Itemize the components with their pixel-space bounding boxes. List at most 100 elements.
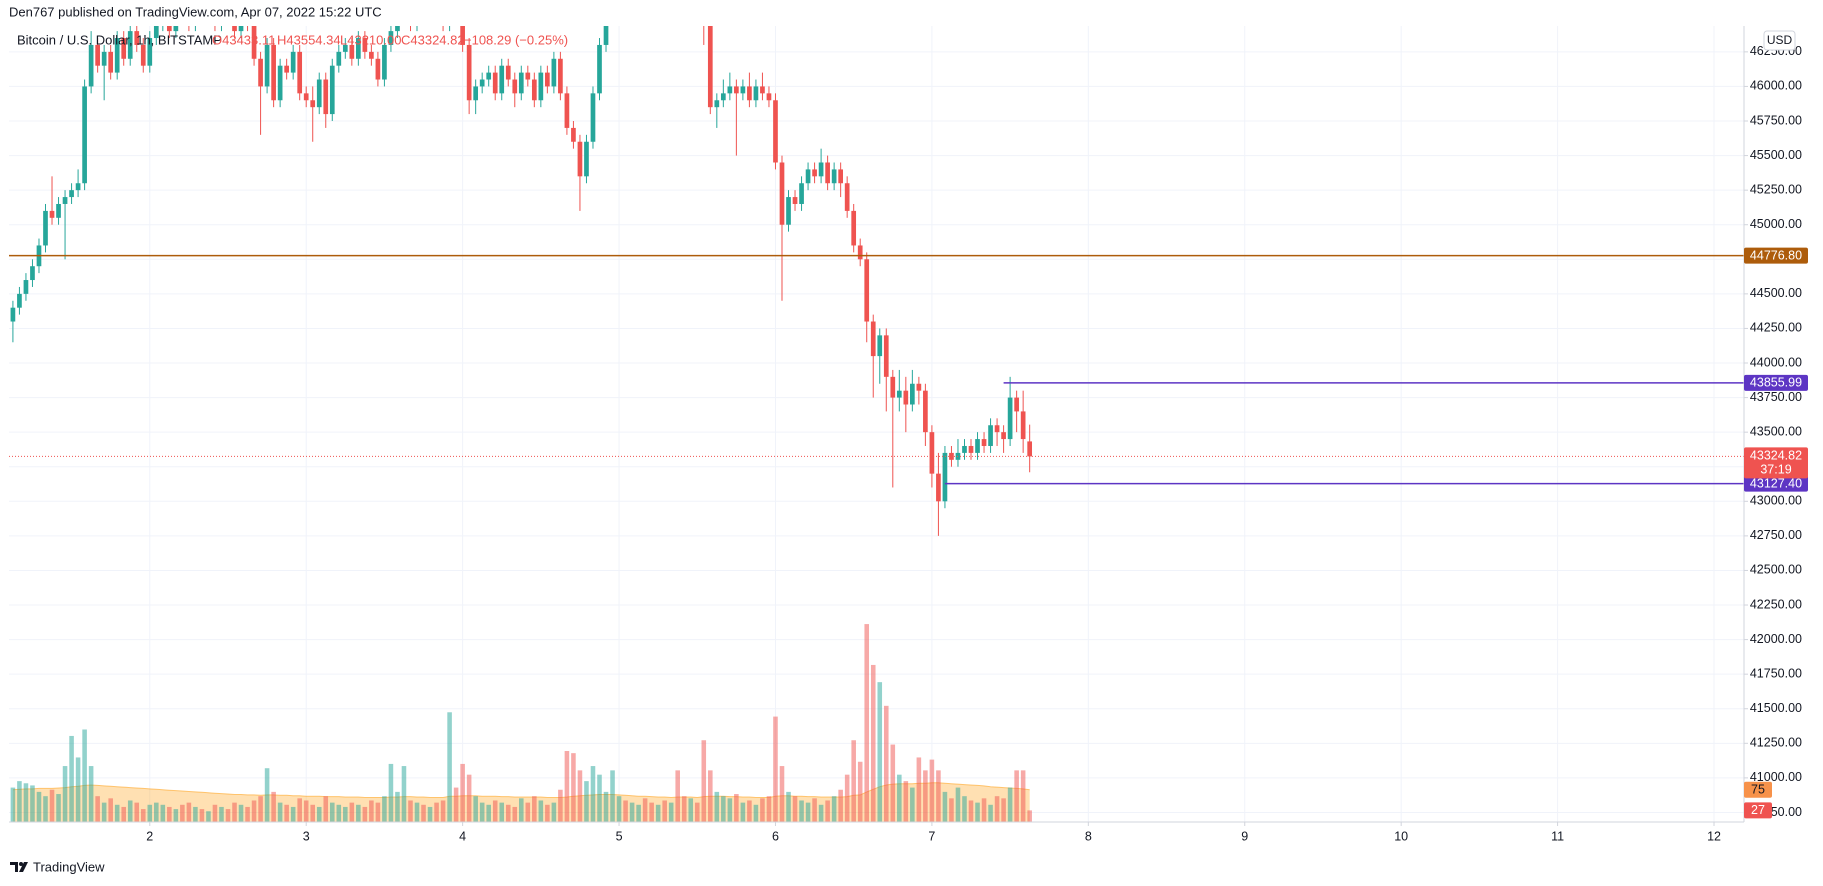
volume-bar bbox=[421, 804, 426, 822]
volume-bar bbox=[936, 770, 941, 822]
candle-body bbox=[825, 162, 830, 184]
volume-bar bbox=[56, 794, 61, 822]
candle-body bbox=[805, 169, 811, 184]
candle-body bbox=[545, 72, 550, 87]
candle-body bbox=[316, 79, 322, 108]
candle-body bbox=[988, 425, 993, 446]
candle-body bbox=[349, 44, 355, 59]
candle-body bbox=[720, 93, 726, 101]
y-tick-label: 41750.00 bbox=[1750, 666, 1802, 680]
countdown: 37:19 bbox=[1760, 463, 1791, 477]
candle-body bbox=[277, 65, 283, 101]
candle-body bbox=[962, 445, 967, 453]
volume-bar bbox=[395, 791, 400, 822]
candle-body bbox=[903, 390, 909, 405]
candle-body bbox=[75, 183, 81, 191]
candle-body bbox=[134, 31, 140, 45]
volume-bar bbox=[69, 735, 74, 822]
volume-bar bbox=[82, 729, 87, 822]
volume-bar bbox=[206, 811, 211, 822]
volume-bar bbox=[23, 783, 29, 822]
y-tick-label: 45750.00 bbox=[1750, 113, 1802, 127]
volume-bar bbox=[160, 804, 166, 822]
volume-bar bbox=[603, 791, 609, 822]
ohlc-low: L43210.00 bbox=[340, 32, 401, 47]
volume-bar bbox=[505, 804, 511, 822]
volume-bar bbox=[773, 716, 778, 822]
currency-box[interactable] bbox=[1763, 30, 1796, 51]
candle-body bbox=[1020, 411, 1026, 440]
y-tick-label: 44500.00 bbox=[1750, 286, 1802, 300]
candle-body bbox=[564, 93, 570, 128]
volume-bar bbox=[492, 800, 498, 822]
volume-bar bbox=[708, 770, 713, 822]
candle-body bbox=[975, 439, 980, 453]
candle-body bbox=[760, 86, 765, 94]
currency[interactable]: USD bbox=[1767, 33, 1793, 47]
volume-bar bbox=[388, 763, 394, 822]
volume-bar bbox=[75, 757, 81, 822]
ohlc-change: −108.29 (−0.25%) bbox=[464, 32, 568, 47]
candle-body bbox=[838, 169, 843, 184]
volume-bar bbox=[297, 798, 302, 822]
candle-body bbox=[740, 86, 746, 94]
volume-bar bbox=[401, 766, 407, 822]
volume-bar bbox=[440, 800, 446, 822]
candle-body bbox=[1001, 432, 1006, 440]
candle-body bbox=[153, 26, 159, 39]
candle-body bbox=[375, 58, 381, 80]
candle-body bbox=[121, 38, 127, 59]
candle-body bbox=[525, 72, 531, 80]
volume-bar bbox=[545, 804, 550, 822]
y-tick-label: 44000.00 bbox=[1750, 355, 1802, 369]
volume-bar bbox=[108, 798, 113, 822]
candle-body bbox=[590, 93, 596, 142]
volume-bar bbox=[251, 800, 257, 822]
volume-bar bbox=[642, 798, 648, 822]
volume-bar bbox=[571, 753, 576, 822]
volume-bar bbox=[154, 802, 159, 822]
volume-bar bbox=[62, 766, 68, 822]
candle-body bbox=[597, 44, 602, 94]
volume-bar bbox=[427, 806, 433, 822]
candle-body bbox=[499, 65, 505, 94]
volume-bar bbox=[610, 770, 615, 822]
volume-bar bbox=[134, 802, 140, 822]
level-label-box bbox=[1744, 374, 1808, 391]
level-label: 44776.80 bbox=[1750, 248, 1802, 262]
plot-area bbox=[9, 26, 1744, 822]
candle-body bbox=[23, 280, 29, 294]
volume-bar bbox=[10, 787, 16, 822]
volume-bar bbox=[897, 774, 902, 822]
level-label: 43855.99 bbox=[1750, 376, 1802, 390]
candle-body bbox=[258, 58, 263, 87]
volume-bar bbox=[655, 804, 661, 822]
candle-body bbox=[714, 100, 720, 108]
y-tick-label: 42750.00 bbox=[1750, 528, 1802, 542]
volume-bar bbox=[532, 796, 537, 822]
volume-bar bbox=[662, 800, 667, 822]
level-label-box bbox=[1744, 247, 1808, 264]
volume-bar bbox=[818, 804, 824, 822]
y-tick-label: 41000.00 bbox=[1750, 770, 1802, 784]
level-label: 43127.40 bbox=[1750, 476, 1802, 490]
volume-bar bbox=[701, 740, 707, 822]
volume-bar bbox=[968, 800, 974, 822]
x-tick-label: 2 bbox=[146, 829, 153, 843]
volume-bar bbox=[551, 802, 557, 822]
candle-body bbox=[936, 473, 941, 502]
candle-body bbox=[916, 383, 922, 391]
volume-bar bbox=[929, 759, 935, 822]
volume-bar bbox=[434, 802, 439, 822]
candle-body bbox=[232, 26, 237, 32]
volume-bar bbox=[127, 800, 133, 822]
candle-body bbox=[505, 65, 511, 80]
y-tick-label: 41500.00 bbox=[1750, 701, 1802, 715]
y-tick-label: 43500.00 bbox=[1750, 424, 1802, 438]
volume-bar bbox=[212, 804, 218, 822]
candle-body bbox=[82, 86, 87, 184]
volume-bar bbox=[375, 802, 381, 822]
candle-body bbox=[49, 210, 55, 218]
volume-bar bbox=[1020, 770, 1026, 822]
